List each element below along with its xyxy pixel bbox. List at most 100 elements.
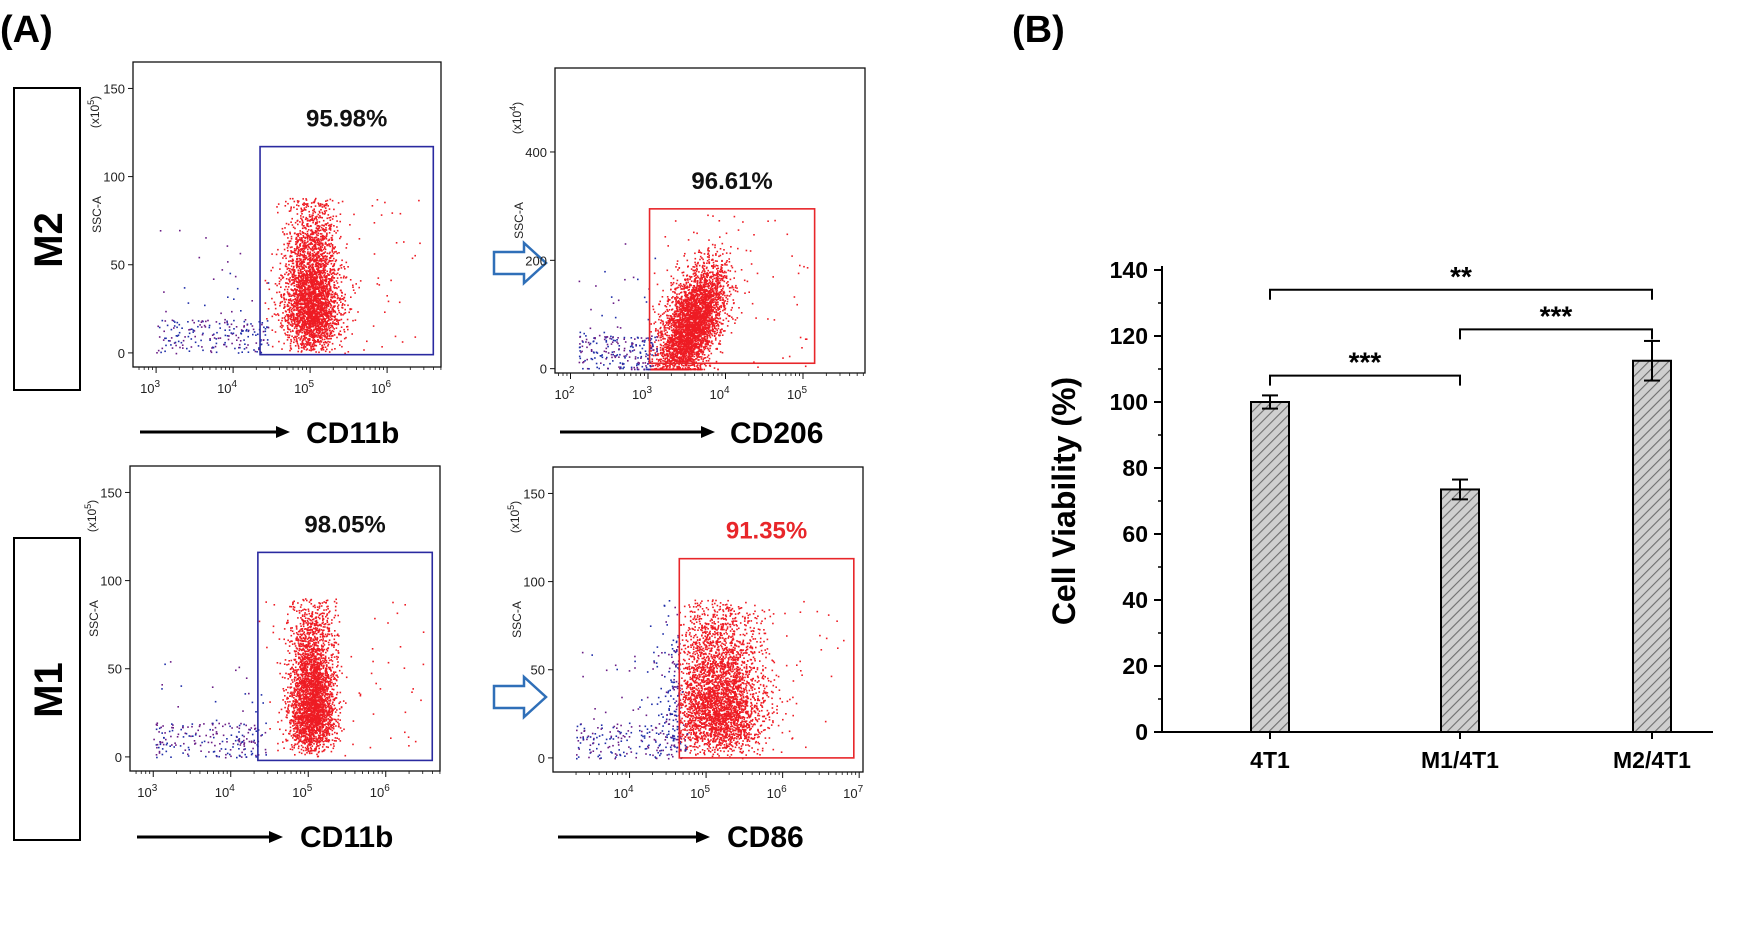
event-dot (381, 214, 383, 216)
event-dot (282, 317, 284, 319)
event-dot (319, 333, 321, 335)
event-dot (315, 291, 317, 293)
event-dot (753, 234, 755, 236)
event-dot (239, 344, 241, 346)
event-dot (309, 329, 311, 331)
event-dot (211, 347, 213, 349)
event-dot (332, 323, 334, 325)
event-dot (352, 285, 354, 287)
event-dot (326, 234, 328, 236)
event-dot (296, 304, 298, 306)
event-dot (717, 332, 719, 334)
event-dot (320, 322, 322, 324)
event-dot (333, 296, 335, 298)
event-dot (308, 306, 310, 308)
event-dot (704, 265, 706, 267)
event-dot (696, 283, 698, 285)
event-dot (178, 341, 180, 343)
event-dot (659, 365, 661, 367)
event-dot (293, 310, 295, 312)
figure: (A) (B) M2 M1 95.98%103 104 105 10605010015… (0, 0, 1754, 951)
event-dot (286, 233, 288, 235)
event-dot (304, 269, 306, 271)
event-dot (248, 331, 250, 333)
event-dot (331, 315, 333, 317)
event-dot (344, 294, 346, 296)
event-dot (184, 336, 186, 338)
event-dot (329, 208, 331, 210)
event-dot (293, 227, 295, 229)
event-dot (355, 319, 357, 321)
event-dot (295, 345, 297, 347)
event-dot (275, 314, 277, 316)
event-dot (300, 280, 302, 282)
event-dot (320, 281, 322, 283)
event-dot (716, 361, 718, 363)
event-dot (329, 336, 331, 338)
event-dot (343, 277, 345, 279)
event-dot (300, 215, 302, 217)
event-dot (312, 274, 314, 276)
event-dot (317, 300, 319, 302)
event-dot (312, 322, 314, 324)
event-dot (308, 264, 310, 266)
event-dot (311, 313, 313, 315)
event-dot (715, 339, 717, 341)
event-dot (307, 280, 309, 282)
event-dot (694, 353, 696, 355)
event-dot (329, 328, 331, 330)
event-dot (314, 273, 316, 275)
event-dot (303, 299, 305, 301)
event-dot (315, 288, 317, 290)
event-dot (256, 342, 258, 344)
event-dot (329, 290, 331, 292)
event-dot (341, 281, 343, 283)
event-dot (698, 250, 700, 252)
event-dot (300, 271, 302, 273)
event-dot (224, 322, 226, 324)
event-dot (195, 342, 197, 344)
event-dot (324, 261, 326, 263)
event-dot (201, 346, 203, 348)
event-dot (301, 209, 303, 211)
event-dot (280, 274, 282, 276)
event-dot (324, 328, 326, 330)
event-dot (339, 320, 341, 322)
event-dot (337, 308, 339, 310)
event-dot (326, 203, 328, 205)
event-dot (294, 228, 296, 230)
event-dot (333, 306, 335, 308)
event-dot (729, 261, 731, 263)
event-dot (315, 241, 317, 243)
event-dot (311, 243, 313, 245)
event-dot (300, 277, 302, 279)
event-dot (309, 342, 311, 344)
event-dot (317, 286, 319, 288)
event-dot (192, 320, 194, 322)
event-dot (324, 246, 326, 248)
event-dot (305, 311, 307, 313)
event-dot (332, 275, 334, 277)
event-dot (236, 326, 238, 328)
event-dot (310, 326, 312, 328)
y-tick-label: 50 (111, 258, 125, 273)
event-dot (268, 344, 270, 346)
event-dot (340, 314, 342, 316)
event-dot (310, 225, 312, 227)
event-dot (728, 270, 730, 272)
event-dot (328, 283, 330, 285)
event-dot (298, 316, 300, 318)
event-dot (168, 340, 170, 342)
event-dot (311, 229, 313, 231)
event-dot (313, 308, 315, 310)
event-dot (675, 301, 677, 303)
event-dot (306, 272, 308, 274)
event-dot (317, 328, 319, 330)
event-dot (298, 284, 300, 286)
event-dot (298, 334, 300, 336)
event-dot (319, 312, 321, 314)
event-dot (690, 365, 692, 367)
event-dot (646, 367, 648, 369)
event-dot (294, 323, 296, 325)
event-dot (239, 347, 241, 349)
